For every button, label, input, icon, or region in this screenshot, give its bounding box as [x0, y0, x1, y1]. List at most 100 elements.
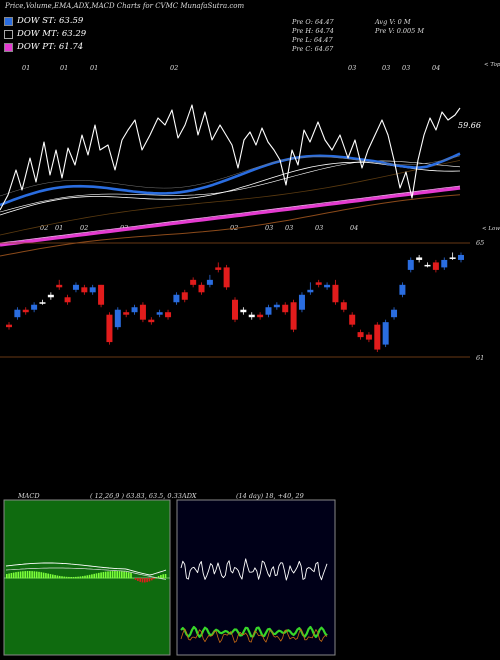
macd-histogram-bar	[56, 575, 59, 579]
macd-histogram-bar	[109, 571, 112, 579]
macd-histogram-bar	[75, 576, 77, 579]
candle-body	[148, 319, 155, 323]
candle-body	[307, 289, 314, 293]
candle-body	[265, 307, 272, 315]
top-date-label: 02	[170, 64, 178, 72]
bottom-date-label: 03	[315, 224, 323, 232]
macd-histogram-bar	[58, 575, 61, 579]
candle-body	[407, 259, 414, 270]
candle-body	[416, 257, 423, 260]
macd-histogram-bar	[49, 574, 52, 579]
macd-histogram-bar	[45, 573, 47, 579]
top-date-label: 01	[90, 64, 98, 72]
ema-mid2-line	[0, 160, 461, 213]
macd-histogram-bar	[160, 574, 162, 579]
macd-histogram-bar	[70, 576, 72, 579]
macd-histogram-bar	[104, 571, 107, 579]
candle-body	[441, 259, 448, 268]
candle-body	[240, 309, 247, 313]
price-label: 59.66	[458, 121, 481, 130]
adx-line	[180, 628, 328, 643]
macd-histogram-bar	[134, 578, 137, 580]
candle-body	[6, 324, 12, 328]
candle-body	[298, 294, 305, 310]
candle-body	[340, 302, 347, 310]
candle-body	[324, 284, 331, 288]
macd-histogram-bar	[162, 574, 164, 579]
macd-histogram-bar	[33, 571, 36, 579]
macd-histogram-bar	[150, 578, 153, 581]
macd-histogram-bar	[102, 572, 105, 579]
candle-body	[449, 257, 456, 259]
macd-histogram-bar	[79, 576, 82, 579]
bottom-date-label: 03	[265, 224, 273, 232]
candle-body	[64, 297, 71, 303]
legend-dow-pt: DOW PT: 61.74	[4, 41, 83, 53]
macd-histogram-bar	[144, 578, 146, 583]
macd-histogram-bar	[118, 571, 121, 579]
macd-histogram-bar	[139, 578, 141, 582]
macd-histogram-bar	[17, 571, 20, 579]
candle-body	[98, 284, 105, 305]
macd-histogram-bar	[146, 578, 148, 583]
macd-histogram-bar	[15, 572, 17, 579]
macd-histogram-bar	[91, 574, 93, 579]
candle-body	[349, 314, 356, 325]
ema-pt-line	[0, 186, 461, 247]
adx-params: (14 day) 18, +40, 29	[236, 492, 304, 500]
macd-histogram-bar	[6, 574, 8, 579]
ema-st-line	[0, 152, 461, 207]
macd-histogram-bar	[29, 571, 31, 579]
price-high-label: 65	[476, 239, 484, 247]
top-date-label: 04	[432, 64, 440, 72]
candle-body	[458, 254, 464, 260]
macd-title: MACD	[18, 492, 40, 500]
candle-body	[81, 287, 88, 293]
macd-histogram-bar	[22, 571, 24, 579]
macd-histogram-bar	[116, 571, 118, 579]
top-date-label: 01	[22, 64, 30, 72]
macd-histogram-bar	[10, 573, 13, 579]
price-line	[0, 104, 461, 211]
candle-body	[391, 309, 398, 318]
adx-di-plus-line	[180, 558, 328, 581]
macd-histogram-bar	[111, 571, 114, 579]
candle-body	[181, 292, 188, 300]
macd-histogram-bar	[107, 571, 109, 579]
macd-histogram-bar	[121, 571, 123, 579]
candle-body	[424, 264, 431, 267]
macd-histogram-bar	[72, 576, 75, 579]
candle-body	[315, 282, 322, 285]
candle-body	[114, 309, 121, 328]
legend-dow-st: DOW ST: 63.59	[4, 15, 83, 27]
info-pre-open: Pre O: 64.47	[292, 18, 334, 26]
candle-body	[190, 279, 197, 285]
top-date-label: 03	[348, 64, 356, 72]
candle-body	[139, 304, 146, 320]
macd-histogram-bar	[40, 572, 43, 579]
info-pre-volume: Pre V: 0.005 M	[375, 27, 425, 35]
candle-body	[290, 302, 297, 330]
macd-histogram-bar	[31, 571, 33, 579]
bottom-date-label: 01	[55, 224, 63, 232]
bottom-date-label: 04	[350, 224, 358, 232]
candle-body	[89, 287, 96, 293]
candle-body	[399, 284, 406, 295]
macd-histogram-bar	[12, 572, 15, 579]
macd-histogram-bar	[77, 576, 79, 579]
candle-body	[131, 307, 138, 313]
candle-body	[156, 312, 163, 315]
macd-histogram-bar	[86, 575, 89, 579]
ema-long2-line	[0, 160, 461, 236]
macd-histogram-bar	[127, 572, 130, 579]
macd-histogram-bar	[132, 578, 135, 579]
legend-swatch-pt	[4, 42, 13, 52]
legend-label-pt: DOW PT: 61.74	[17, 42, 84, 52]
candle-body	[332, 284, 339, 303]
macd-histogram-bar	[137, 578, 139, 581]
candle-body	[14, 309, 21, 318]
ema-mid-line	[0, 161, 461, 216]
candle-body	[273, 304, 280, 308]
candle-body	[257, 314, 264, 318]
